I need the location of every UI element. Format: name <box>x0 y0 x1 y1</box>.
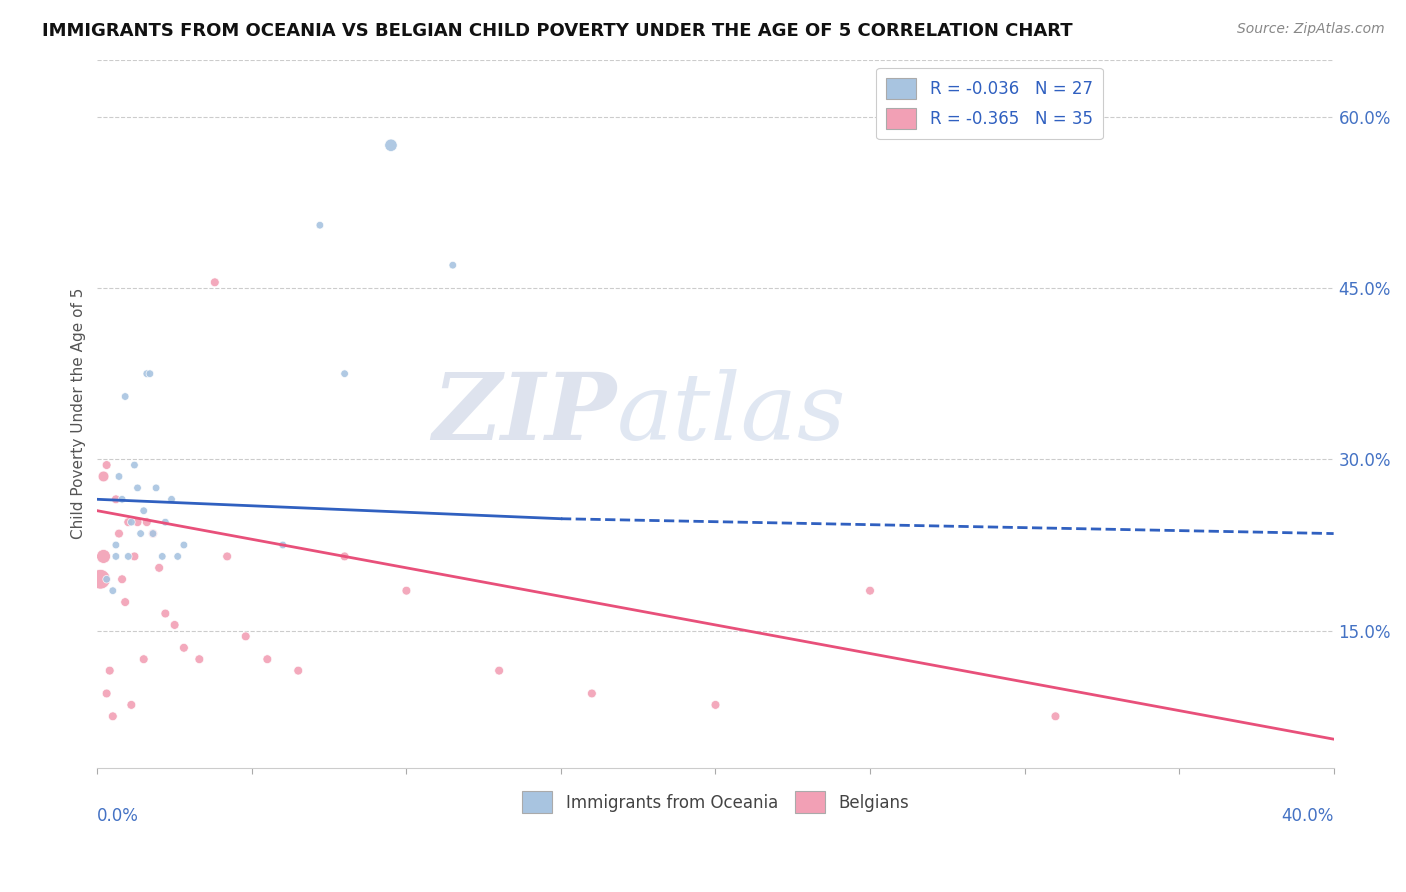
Point <box>93 549 115 564</box>
Point <box>111 492 134 507</box>
Point <box>98 664 121 678</box>
Point <box>132 504 155 518</box>
Point <box>150 549 173 564</box>
Point <box>581 686 603 700</box>
Point <box>173 538 195 552</box>
Text: IMMIGRANTS FROM OCEANIA VS BELGIAN CHILD POVERTY UNDER THE AGE OF 5 CORRELATION : IMMIGRANTS FROM OCEANIA VS BELGIAN CHILD… <box>42 22 1073 40</box>
Point <box>488 664 510 678</box>
Point <box>441 258 464 272</box>
Point <box>859 583 882 598</box>
Point <box>135 367 157 381</box>
Point <box>96 686 118 700</box>
Text: 0.0%: 0.0% <box>97 806 139 824</box>
Point <box>160 492 183 507</box>
Point <box>235 629 257 643</box>
Point <box>101 583 124 598</box>
Point <box>188 652 211 666</box>
Point <box>104 549 127 564</box>
Point <box>93 469 115 483</box>
Point <box>120 698 142 712</box>
Text: ZIP: ZIP <box>432 368 617 458</box>
Point <box>132 652 155 666</box>
Point <box>117 515 139 529</box>
Point <box>117 549 139 564</box>
Point <box>89 572 111 586</box>
Y-axis label: Child Poverty Under the Age of 5: Child Poverty Under the Age of 5 <box>72 288 86 540</box>
Text: 40.0%: 40.0% <box>1281 806 1334 824</box>
Point <box>256 652 278 666</box>
Point <box>1045 709 1067 723</box>
Point <box>173 640 195 655</box>
Point <box>287 664 309 678</box>
Legend: Immigrants from Oceania, Belgians: Immigrants from Oceania, Belgians <box>516 785 915 820</box>
Point <box>124 549 146 564</box>
Point <box>217 549 239 564</box>
Point <box>333 367 356 381</box>
Point <box>124 458 146 472</box>
Point <box>204 275 226 289</box>
Point <box>380 138 402 153</box>
Point <box>309 218 332 232</box>
Point <box>114 390 136 404</box>
Point <box>108 526 131 541</box>
Point <box>96 458 118 472</box>
Point <box>148 561 170 575</box>
Point <box>333 549 356 564</box>
Point <box>96 572 118 586</box>
Point <box>271 538 294 552</box>
Point <box>395 583 418 598</box>
Point <box>104 492 127 507</box>
Point <box>163 618 186 632</box>
Text: Source: ZipAtlas.com: Source: ZipAtlas.com <box>1237 22 1385 37</box>
Point <box>114 595 136 609</box>
Point <box>120 515 142 529</box>
Point <box>135 515 157 529</box>
Point <box>155 515 177 529</box>
Point <box>129 526 152 541</box>
Point <box>111 572 134 586</box>
Point <box>139 367 162 381</box>
Point <box>127 481 149 495</box>
Point <box>104 538 127 552</box>
Point <box>108 469 131 483</box>
Point <box>101 709 124 723</box>
Point <box>142 526 165 541</box>
Point <box>142 526 165 541</box>
Point <box>155 607 177 621</box>
Text: atlas: atlas <box>617 368 846 458</box>
Point <box>127 515 149 529</box>
Point <box>145 481 167 495</box>
Point <box>166 549 188 564</box>
Point <box>704 698 727 712</box>
